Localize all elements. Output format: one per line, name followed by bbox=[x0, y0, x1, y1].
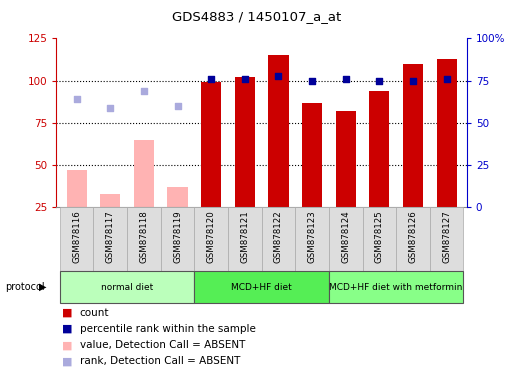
Bar bbox=[60, 207, 93, 271]
Text: GSM878124: GSM878124 bbox=[341, 210, 350, 263]
Bar bbox=[228, 207, 262, 271]
Text: ■: ■ bbox=[62, 324, 72, 334]
Bar bbox=[67, 170, 87, 207]
Text: ■: ■ bbox=[62, 340, 72, 350]
Text: GSM878125: GSM878125 bbox=[375, 210, 384, 263]
Text: value, Detection Call = ABSENT: value, Detection Call = ABSENT bbox=[80, 340, 245, 350]
Text: MCD+HF diet: MCD+HF diet bbox=[231, 283, 292, 291]
Text: GDS4883 / 1450107_a_at: GDS4883 / 1450107_a_at bbox=[172, 10, 341, 23]
Bar bbox=[336, 111, 356, 207]
Bar bbox=[396, 207, 430, 271]
Point bbox=[106, 104, 114, 111]
Text: percentile rank within the sample: percentile rank within the sample bbox=[80, 324, 255, 334]
Point bbox=[409, 78, 417, 84]
Bar bbox=[329, 207, 363, 271]
Text: GSM878122: GSM878122 bbox=[274, 210, 283, 263]
Bar bbox=[430, 207, 463, 271]
Bar bbox=[329, 271, 463, 303]
Bar bbox=[60, 271, 194, 303]
Bar bbox=[194, 207, 228, 271]
Bar bbox=[127, 207, 161, 271]
Text: GSM878126: GSM878126 bbox=[408, 210, 418, 263]
Bar bbox=[134, 140, 154, 207]
Bar bbox=[363, 207, 396, 271]
Text: protocol: protocol bbox=[5, 282, 45, 292]
Point bbox=[308, 78, 316, 84]
Bar bbox=[369, 91, 389, 207]
Point bbox=[274, 73, 283, 79]
Text: GSM878119: GSM878119 bbox=[173, 210, 182, 263]
Point bbox=[376, 78, 384, 84]
Point bbox=[443, 76, 451, 82]
Bar bbox=[194, 271, 329, 303]
Text: GSM878117: GSM878117 bbox=[106, 210, 115, 263]
Text: GSM878121: GSM878121 bbox=[240, 210, 249, 263]
Bar bbox=[295, 207, 329, 271]
Text: GSM878116: GSM878116 bbox=[72, 210, 81, 263]
Bar bbox=[235, 77, 255, 207]
Point bbox=[241, 76, 249, 82]
Bar bbox=[262, 207, 295, 271]
Text: normal diet: normal diet bbox=[101, 283, 153, 291]
Bar bbox=[201, 82, 221, 207]
Text: rank, Detection Call = ABSENT: rank, Detection Call = ABSENT bbox=[80, 356, 240, 366]
Point bbox=[140, 88, 148, 94]
Bar bbox=[403, 64, 423, 207]
Bar bbox=[268, 55, 288, 207]
Point bbox=[72, 96, 81, 102]
Text: ▶: ▶ bbox=[39, 282, 47, 292]
Text: GSM878123: GSM878123 bbox=[308, 210, 317, 263]
Point bbox=[207, 76, 215, 82]
Text: count: count bbox=[80, 308, 109, 318]
Text: ■: ■ bbox=[62, 356, 72, 366]
Text: GSM878120: GSM878120 bbox=[207, 210, 215, 263]
Bar bbox=[100, 194, 121, 207]
Text: GSM878127: GSM878127 bbox=[442, 210, 451, 263]
Text: ■: ■ bbox=[62, 308, 72, 318]
Bar bbox=[93, 207, 127, 271]
Text: MCD+HF diet with metformin: MCD+HF diet with metformin bbox=[329, 283, 463, 291]
Text: GSM878118: GSM878118 bbox=[140, 210, 148, 263]
Bar bbox=[437, 59, 457, 207]
Point bbox=[342, 76, 350, 82]
Bar bbox=[161, 207, 194, 271]
Bar bbox=[302, 103, 322, 207]
Bar bbox=[167, 187, 188, 207]
Point bbox=[173, 103, 182, 109]
